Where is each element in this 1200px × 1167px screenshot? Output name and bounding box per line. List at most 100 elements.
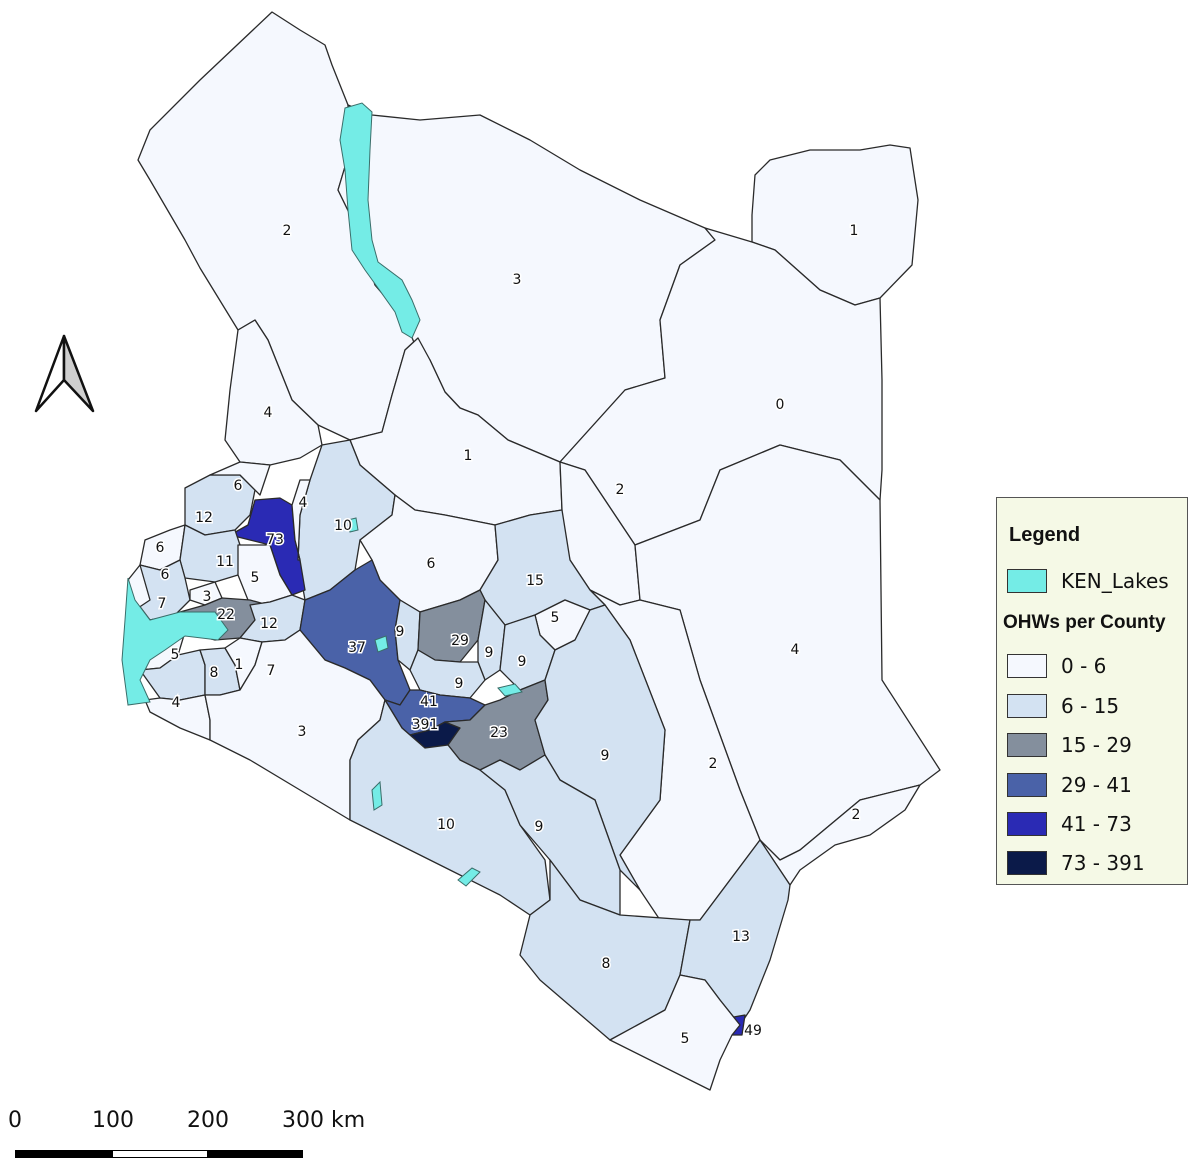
label-nairobi: 391 <box>412 717 439 733</box>
label-embu: 9 <box>518 654 527 670</box>
county-narok[interactable] <box>204 629 386 821</box>
legend-swatch <box>1007 654 1047 678</box>
legend-range: 6 - 15 <box>1061 694 1120 718</box>
scale-label-300: 300 km <box>282 1108 366 1133</box>
lake-victoria <box>121 577 229 706</box>
label-baringo: 10 <box>334 518 352 534</box>
legend-swatch <box>1007 773 1047 797</box>
scale-label-200: 200 <box>187 1108 229 1133</box>
label-nyandarua: 9 <box>396 624 405 640</box>
label-meru: 15 <box>526 573 544 589</box>
legend-class-3: 29 - 41 <box>1007 772 1132 798</box>
label-kilifi: 13 <box>732 929 750 945</box>
label-busia: 6 <box>161 567 170 583</box>
label-isiolo: 2 <box>616 482 625 498</box>
label-kisumu: 22 <box>217 607 235 623</box>
legend-class-2: 15 - 29 <box>1007 732 1132 758</box>
label-kisii: 1 <box>235 657 244 673</box>
lake-baringo <box>347 517 359 533</box>
label-mt-elgon: 6 <box>234 478 243 494</box>
legend-class-1: 6 - 15 <box>1007 693 1119 719</box>
legend-swatch <box>1007 733 1047 757</box>
label-narok: 3 <box>298 724 307 740</box>
label-lamu: 2 <box>852 807 861 823</box>
label-laikipia: 6 <box>427 556 436 572</box>
legend-class-5: 73 - 391 <box>1007 850 1145 876</box>
label-trans-nzoia: 12 <box>195 510 213 526</box>
legend-range: 0 - 6 <box>1061 654 1107 678</box>
label-machakos: 23 <box>490 725 508 741</box>
label-samburu: 1 <box>464 448 473 464</box>
legend-swatch <box>1007 851 1047 875</box>
label-marsabit: 3 <box>513 272 522 288</box>
label-kajiado: 10 <box>437 817 455 833</box>
label-kericho: 12 <box>260 616 278 632</box>
county-value-labels: 2 3 1 0 1 2 4 4 2 2 10 6 15 5 12 73 4 6 … <box>154 222 862 1049</box>
scale-label-0: 0 <box>8 1108 22 1133</box>
county-makueni[interactable] <box>479 754 621 916</box>
label-marakwet-north: 4 <box>299 495 308 511</box>
label-kiambu: 41 <box>420 694 438 710</box>
scale-segment-3 <box>207 1150 303 1158</box>
lake-magadi <box>371 780 383 811</box>
label-kwale: 5 <box>681 1031 690 1047</box>
label-makueni: 9 <box>535 819 544 835</box>
label-kitui: 9 <box>601 748 610 764</box>
label-west-pokot: 4 <box>264 405 273 421</box>
legend-range: 29 - 41 <box>1061 773 1132 797</box>
county-polygons <box>127 11 941 1091</box>
label-kirinyaga: 9 <box>485 645 494 661</box>
label-siaya: 5 <box>171 647 180 663</box>
lakes-label: KEN_Lakes <box>1061 569 1169 593</box>
label-turkana: 2 <box>283 223 292 239</box>
label-muranga: 9 <box>455 676 464 692</box>
legend-range: 15 - 29 <box>1061 733 1132 757</box>
county-kitui[interactable] <box>534 604 666 891</box>
label-nyeri: 29 <box>451 633 469 649</box>
label-elgeyo-marakwet: 73 <box>266 532 284 548</box>
county-trans-nzoia[interactable] <box>184 474 256 536</box>
label-uasin-gishu: 11 <box>216 554 234 570</box>
label-homa-bay: 8 <box>210 665 219 681</box>
legend-range: 41 - 73 <box>1061 812 1132 836</box>
scale-segment-2 <box>112 1150 208 1158</box>
label-migori: 4 <box>172 695 181 711</box>
lake-naivasha <box>374 635 389 653</box>
legend-group-title: OHWs per County <box>1003 612 1166 633</box>
legend-title: Legend <box>1009 524 1081 546</box>
county-west-pokot[interactable] <box>224 319 323 466</box>
label-bungoma: 6 <box>156 540 165 556</box>
lake-amboseli <box>457 867 481 887</box>
label-mandera: 1 <box>850 223 859 239</box>
lakes-layer <box>121 102 523 887</box>
label-garissa: 4 <box>791 642 800 658</box>
label-tana-river: 2 <box>709 756 718 772</box>
legend-swatch <box>1007 694 1047 718</box>
label-nyamira: 7 <box>267 663 276 679</box>
label-wajir: 0 <box>776 397 785 413</box>
label-tharaka-nithi: 5 <box>551 610 560 626</box>
legend-panel: Legend KEN_Lakes OHWs per County 0 - 6 6… <box>996 497 1188 885</box>
legend-range: 73 - 391 <box>1061 851 1145 875</box>
lake-masinga <box>497 683 523 697</box>
lakes-swatch <box>1007 569 1047 593</box>
legend-item-lakes: KEN_Lakes <box>1007 568 1169 594</box>
county-lamu[interactable] <box>759 784 921 886</box>
legend-class-0: 0 - 6 <box>1007 653 1106 679</box>
county-mt-elgon[interactable] <box>209 461 271 496</box>
label-nandi: 5 <box>251 570 260 586</box>
north-arrow-icon <box>34 334 95 413</box>
legend-swatch <box>1007 812 1047 836</box>
legend-class-4: 41 - 73 <box>1007 811 1132 837</box>
scale-segment-1 <box>15 1150 113 1158</box>
label-taita-taveta: 8 <box>602 956 611 972</box>
label-mombasa: 49 <box>744 1023 762 1039</box>
scale-label-100: 100 <box>92 1108 134 1133</box>
lake-turkana <box>339 102 421 339</box>
county-kwale[interactable] <box>609 974 741 1091</box>
label-vihiga: 3 <box>203 589 212 605</box>
label-nakuru: 37 <box>348 640 366 656</box>
label-kakamega: 7 <box>158 596 167 612</box>
county-marakwet-north[interactable] <box>291 479 311 561</box>
